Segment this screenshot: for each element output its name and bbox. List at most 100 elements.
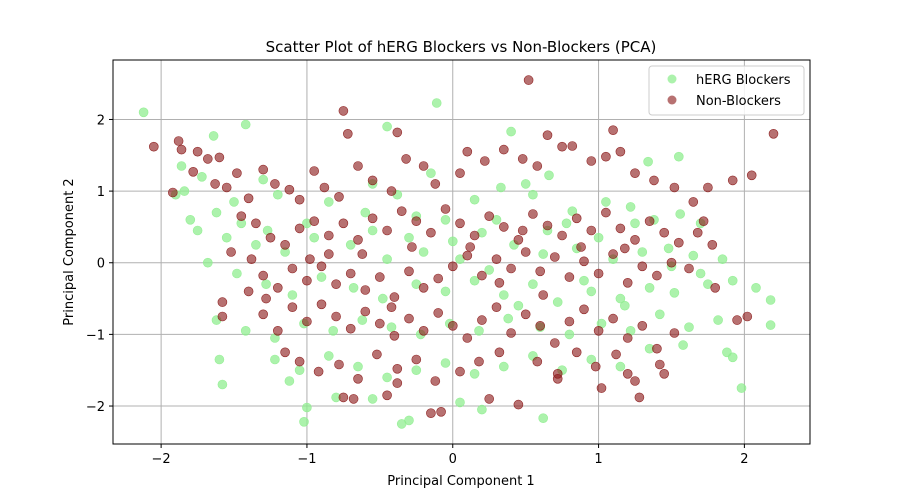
non-blocker-point	[652, 343, 662, 354]
non-blocker-point	[338, 218, 349, 229]
non-blocker-point	[634, 392, 645, 403]
non-blocker-point	[386, 302, 397, 313]
non-blocker-point	[389, 292, 400, 302]
y-tick-label: 2	[97, 113, 105, 128]
non-blocker-point	[265, 232, 276, 243]
non-blocker-point	[243, 193, 254, 204]
non-blocker-point	[323, 249, 334, 259]
non-blocker-point	[272, 282, 283, 293]
herg-blocker-point	[727, 352, 738, 363]
non-blocker-point	[430, 179, 441, 189]
herg-blocker-point	[360, 207, 371, 218]
non-blocker-point	[586, 156, 597, 166]
non-blocker-point	[673, 237, 684, 248]
herg-blocker-point	[520, 179, 531, 189]
non-blocker-point	[462, 333, 473, 343]
non-blocker-point	[258, 164, 269, 175]
non-blocker-point	[552, 373, 563, 384]
non-blocker-point	[323, 230, 334, 241]
legend-label-herg-blockers: hERG Blockers	[696, 73, 791, 88]
herg-blocker-point	[615, 293, 626, 304]
herg-blocker-point	[316, 272, 327, 282]
herg-blocker-point	[138, 107, 149, 118]
herg-blocker-point	[513, 300, 524, 311]
non-blocker-point	[532, 356, 543, 367]
non-blocker-point	[382, 225, 392, 236]
herg-blocker-point	[431, 98, 442, 108]
herg-blocker-point	[404, 415, 414, 426]
legend: hERG Blockers Non-Blockers	[648, 65, 805, 116]
herg-blocker-point	[345, 240, 356, 250]
herg-blocker-point	[221, 232, 232, 243]
non-blocker-point	[608, 125, 618, 135]
non-blocker-point	[538, 290, 549, 300]
herg-blocker-point	[528, 189, 538, 200]
herg-blocker-point	[552, 297, 563, 307]
non-blocker-point	[608, 313, 618, 324]
non-blocker-point	[214, 152, 225, 163]
herg-blocker-point	[615, 361, 626, 372]
non-blocker-point	[221, 182, 232, 193]
non-blocker-point	[698, 216, 709, 226]
non-blocker-point	[484, 211, 495, 221]
non-blocker-point	[491, 302, 502, 313]
non-blocker-point	[494, 277, 505, 288]
non-blocker-point	[313, 366, 324, 377]
legend-box	[648, 65, 805, 116]
y-tick-label: −2	[86, 400, 105, 415]
non-blocker-point	[608, 249, 618, 259]
non-blocker-point	[353, 235, 363, 245]
herg-blocker-point	[484, 265, 495, 275]
non-blocker-point	[418, 282, 429, 293]
non-blocker-point	[549, 252, 560, 262]
herg-blocker-point	[284, 376, 295, 386]
herg-blocker-point	[675, 209, 686, 219]
non-blocker-point	[637, 320, 648, 331]
herg-blocker-point	[469, 368, 480, 379]
non-blocker-point	[360, 285, 371, 295]
non-blocker-point	[520, 309, 531, 320]
herg-blocker-point	[211, 207, 222, 218]
non-blocker-point	[294, 194, 305, 205]
non-blocker-point	[571, 213, 582, 224]
non-blocker-point	[630, 235, 640, 245]
non-blocker-point	[596, 383, 607, 393]
herg-blocker-point	[586, 286, 597, 297]
herg-blocker-point	[619, 300, 630, 311]
herg-blocker-point	[637, 247, 648, 257]
non-blocker-point	[392, 363, 403, 374]
herg-blocker-point	[287, 290, 298, 300]
non-blocker-point	[287, 302, 298, 313]
non-blocker-point	[309, 166, 320, 176]
non-blocker-point	[465, 242, 476, 252]
herg-blocker-point	[353, 361, 363, 372]
non-blocker-point	[188, 167, 198, 177]
non-blocker-point	[517, 225, 528, 236]
non-blocker-point	[342, 129, 353, 139]
non-blocker-point	[168, 187, 178, 198]
non-blocker-point	[666, 257, 677, 268]
non-blocker-point	[226, 247, 236, 257]
herg-blocker-point	[644, 282, 655, 293]
non-blocker-point	[407, 242, 417, 252]
legend-marker-herg-blockers	[667, 74, 677, 84]
non-blocker-point	[360, 306, 371, 317]
non-blocker-point	[474, 356, 484, 367]
non-blocker-point	[669, 182, 680, 193]
non-blocker-point	[535, 320, 546, 331]
non-blocker-point	[331, 311, 341, 322]
non-blocker-point	[688, 197, 699, 207]
non-blocker-point	[659, 227, 670, 238]
herg-blocker-point	[217, 379, 228, 390]
non-blocker-point	[236, 211, 247, 221]
non-blocker-point	[305, 254, 315, 265]
non-blocker-point	[319, 182, 330, 193]
herg-blocker-point	[404, 232, 414, 243]
non-blocker-point	[557, 230, 567, 241]
non-blocker-point	[404, 313, 414, 324]
non-blocker-point	[619, 243, 630, 254]
non-blocker-point	[630, 168, 640, 178]
herg-blocker-point	[593, 232, 604, 243]
non-blocker-point	[433, 308, 444, 318]
herg-blocker-point	[214, 354, 225, 365]
